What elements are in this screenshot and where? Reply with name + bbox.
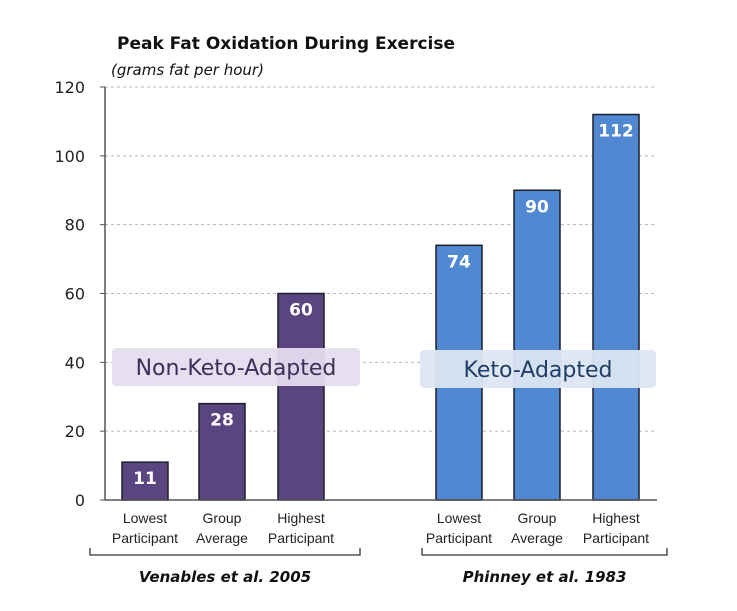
chart-subtitle: (grams fat per hour) (111, 61, 264, 79)
x-category-label: Participant (268, 530, 334, 546)
y-tick-label: 80 (65, 216, 85, 235)
x-category-label: Average (511, 530, 563, 546)
x-category-label: Group (203, 510, 242, 526)
bar (277, 292, 325, 501)
y-tick-label: 0 (75, 491, 85, 510)
x-category-label: Highest (277, 510, 325, 526)
data-label: 60 (289, 301, 313, 321)
y-tick-label: 20 (65, 422, 85, 441)
x-category-label: Average (196, 530, 248, 546)
annotation-box (420, 350, 656, 388)
group-bracket (421, 548, 668, 556)
data-label: 90 (525, 197, 549, 217)
annotation-label: Non-Keto-Adapted (136, 356, 337, 381)
data-label: 28 (210, 411, 234, 431)
bar (592, 113, 640, 501)
x-category-label: Participant (426, 530, 492, 546)
data-label: 11 (133, 469, 157, 489)
annotation-label: Keto-Adapted (463, 358, 612, 383)
group-label: Phinney et al. 1983 (463, 568, 627, 586)
y-tick-label: 100 (54, 147, 85, 166)
x-category-label: Group (518, 510, 557, 526)
x-category-label: Highest (592, 510, 640, 526)
group-annotations: Non-Keto-Adapted Keto-Adapted (112, 348, 656, 388)
data-label: 112 (598, 122, 634, 142)
group-label: Venables et al. 2005 (139, 568, 311, 586)
bar (121, 461, 169, 501)
bar (513, 189, 561, 501)
bar (198, 402, 246, 501)
x-category-label: Participant (112, 530, 178, 546)
group-brackets: Venables et al. 2005 Phinney et al. 1983 (89, 548, 668, 586)
x-category-label: Lowest (123, 510, 167, 526)
chart-title: Peak Fat Oxidation During Exercise (117, 34, 455, 54)
group-bracket (89, 548, 361, 556)
annotation-box (112, 348, 360, 386)
y-tick-label: 120 (54, 78, 85, 97)
x-axis-categories: Lowest Participant Group Average Highest Part… (112, 510, 649, 546)
bars: 11 28 60 74 90 112 (121, 113, 640, 501)
y-tick-label: 40 (65, 353, 85, 372)
x-category-label: Participant (583, 530, 649, 546)
y-tick-label: 60 (65, 285, 85, 304)
data-label: 74 (447, 252, 471, 272)
y-axis-ticks: 0 20 40 60 80 100 120 (54, 78, 105, 510)
x-category-label: Lowest (437, 510, 481, 526)
